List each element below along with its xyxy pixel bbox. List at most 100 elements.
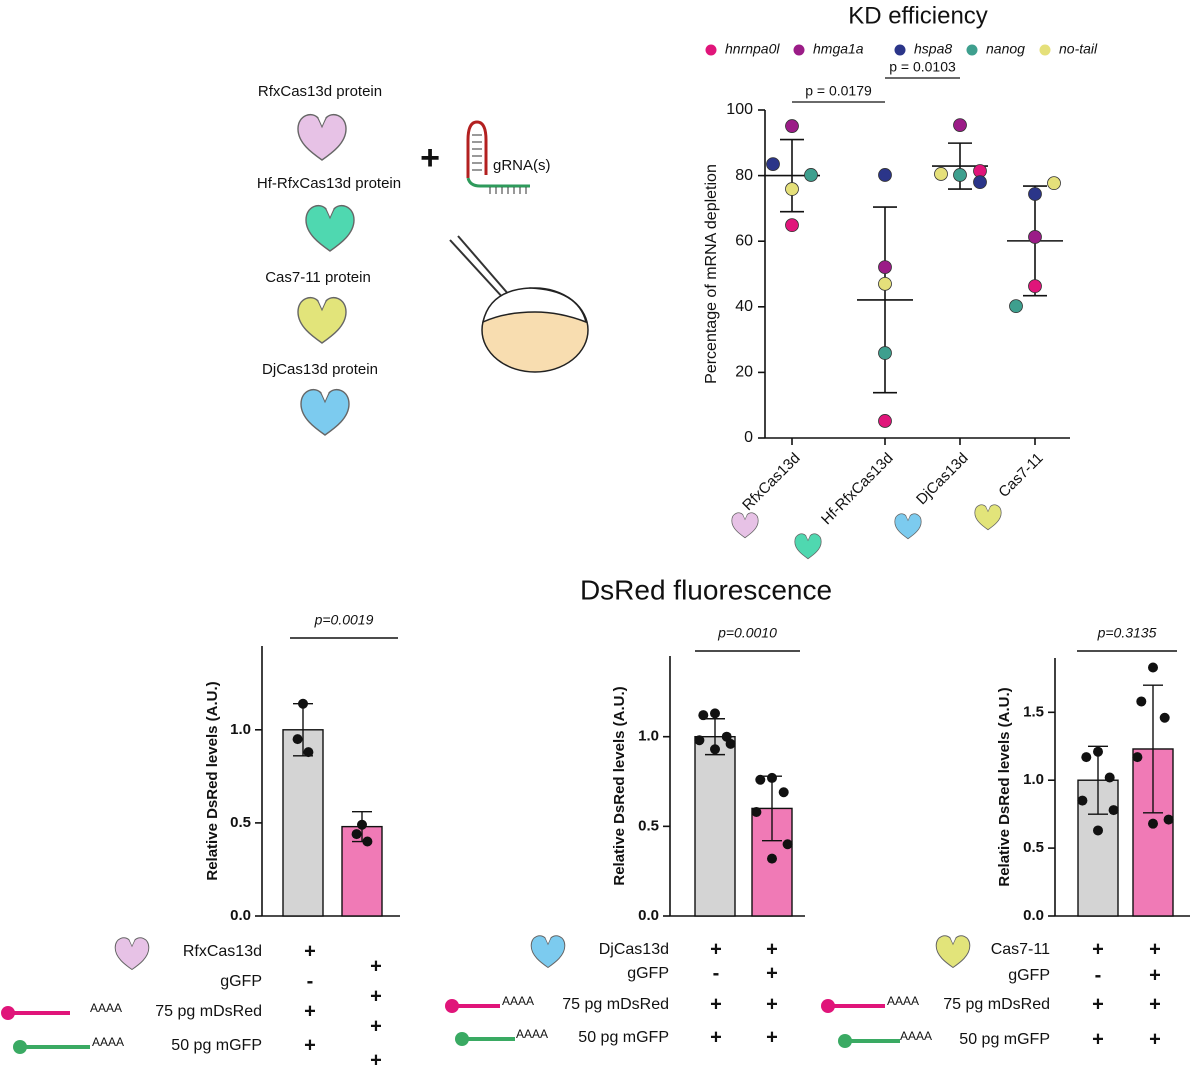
condition-label: gGFP (220, 973, 262, 990)
data-point (1148, 662, 1158, 673)
y-tick-label: 1.0 (638, 728, 659, 745)
poly-a-tail: AAAA (900, 1029, 932, 1043)
y-tick-label: 0.0 (638, 907, 659, 924)
x-tick-label: Hf-RfxCas13d (818, 450, 897, 529)
data-point (755, 774, 766, 785)
data-point (1136, 696, 1147, 707)
condition-mark: + (1149, 964, 1161, 986)
y-axis-label: Relative DsRed levels (A.U.) (996, 687, 1013, 886)
condition-mark: - (1095, 964, 1102, 986)
data-point (362, 836, 373, 847)
condition-mark: + (1149, 993, 1161, 1015)
protein-icon (794, 533, 822, 560)
condition-label: Cas7-11 (991, 941, 1050, 958)
data-point (1159, 712, 1170, 723)
y-axis-label: Percentage of mRNA depletion (703, 164, 720, 384)
plus-sign: + (420, 139, 440, 177)
condition-mark: + (1092, 993, 1104, 1015)
protein-shape (530, 935, 566, 969)
condition-mark: + (370, 955, 382, 977)
protein-shape (297, 114, 347, 161)
condition-mark: + (1092, 1028, 1104, 1050)
poly-a-tail: AAAA (516, 1027, 548, 1041)
protein-shape (935, 935, 971, 969)
data-point (778, 787, 789, 798)
data-point (357, 819, 367, 830)
data-point (1148, 818, 1158, 829)
section-title: DsRed fluorescence (580, 574, 832, 605)
protein-notch (317, 300, 327, 312)
legend-label: hspa8 (914, 41, 952, 57)
condition-mark: + (710, 993, 722, 1015)
p-value: p=0.0019 (314, 612, 374, 628)
bar (282, 729, 324, 917)
data-point (1104, 772, 1115, 783)
data-point (767, 853, 777, 864)
y-tick-label: 40 (735, 298, 753, 315)
condition-label: 50 pg mGFP (578, 1029, 669, 1046)
protein-icon (297, 114, 347, 161)
data-point (751, 807, 762, 817)
condition-mark: + (710, 938, 722, 960)
data-point (973, 175, 987, 190)
protein-shape (305, 205, 355, 252)
mrna-cap (821, 999, 835, 1013)
y-tick-label: 80 (735, 167, 753, 184)
protein-label: Cas7-11 protein (265, 269, 371, 286)
data-point (710, 744, 720, 755)
condition-mark: + (710, 1026, 722, 1048)
condition-mark: + (1149, 938, 1161, 960)
protein-label: RfxCas13d protein (258, 83, 382, 100)
condition-mark: + (766, 962, 778, 984)
p-value: p=0.0010 (717, 625, 777, 641)
condition-label: DjCas13d (599, 941, 669, 958)
grna-icon (466, 120, 530, 194)
protein-shape (894, 513, 922, 540)
condition-label: 50 pg mGFP (959, 1031, 1050, 1048)
condition-label: gGFP (1008, 967, 1050, 984)
condition-label: gGFP (627, 965, 669, 982)
legend-label: nanog (986, 41, 1025, 57)
data-point (1093, 746, 1103, 757)
protein-notch (985, 506, 991, 513)
legend-label: hmga1a (813, 41, 864, 57)
y-tick-label: 60 (735, 232, 753, 249)
poly-a-tail: AAAA (502, 994, 534, 1008)
y-tick-label: 0.5 (638, 817, 659, 834)
y-tick-label: 100 (726, 101, 753, 118)
y-tick-label: 0.0 (230, 907, 251, 924)
condition-mark: + (304, 1000, 316, 1022)
data-point (292, 734, 303, 745)
y-axis-label: Relative DsRed levels (A.U.) (611, 686, 628, 885)
p-value: p = 0.0179 (805, 83, 872, 99)
data-point (1028, 279, 1042, 294)
protein-shape (974, 504, 1002, 531)
data-point (782, 839, 793, 850)
data-point (785, 218, 799, 233)
data-point (785, 182, 799, 196)
protein-shape (297, 297, 347, 344)
protein-icon (974, 504, 1002, 531)
data-point (767, 772, 777, 783)
data-point (698, 710, 709, 721)
condition-mark: + (304, 1034, 316, 1056)
protein-notch (320, 392, 330, 404)
data-point (1108, 805, 1119, 816)
chart-title: KD efficiency (848, 2, 988, 29)
data-point (1028, 187, 1042, 201)
condition-label: 75 pg mDsRed (562, 996, 669, 1013)
protein-label: Hf-RfxCas13d protein (257, 175, 401, 192)
protein-notch (128, 939, 136, 948)
condition-label: RfxCas13d (183, 943, 262, 960)
data-point (725, 738, 736, 749)
data-point (1028, 230, 1042, 244)
p-value: p=0.3135 (1097, 625, 1157, 641)
protein-notch (905, 515, 911, 522)
mrna-cap (455, 1032, 469, 1046)
mrna-cap (838, 1034, 852, 1048)
protein-shape (114, 937, 150, 971)
data-point (1081, 752, 1092, 763)
condition-mark: + (766, 993, 778, 1015)
data-point (934, 167, 948, 181)
protein-shape (794, 533, 822, 560)
